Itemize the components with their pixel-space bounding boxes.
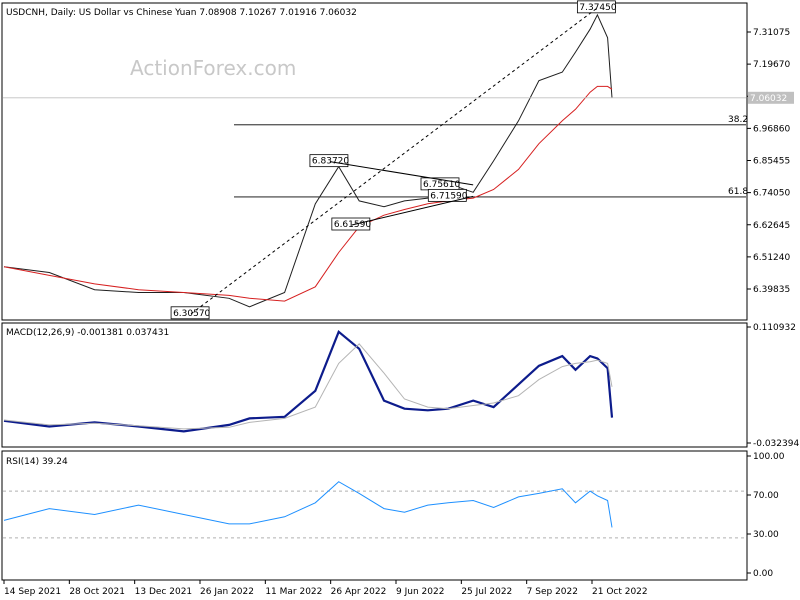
x-tick-label: 28 Oct 2021 (69, 587, 125, 597)
trendline-dashed (190, 7, 598, 315)
triangle-lower-line (351, 195, 474, 226)
y-tick-label: 7.31075 (753, 28, 790, 38)
y-tick-label: 6.74050 (753, 189, 790, 199)
x-tick-label: 25 Jul 2022 (461, 587, 512, 597)
price-annotation-box (170, 306, 210, 320)
rsi-panel-frame (1, 450, 748, 581)
current-price-box (748, 91, 794, 104)
rsi-title: RSI(14) 39.24 (6, 457, 68, 467)
x-tick-label: 26 Jan 2022 (200, 587, 254, 597)
price-annotation-label: 6.71590 (430, 191, 467, 201)
y-tick-label: 70.00 (753, 491, 779, 501)
x-tick-label: 13 Dec 2021 (135, 587, 193, 597)
x-tick-label: 14 Sep 2021 (4, 587, 61, 597)
y-tick-label: 100.00 (753, 452, 785, 462)
watermark: ActionForex.com (130, 56, 296, 80)
series-line-1-1 (3, 343, 613, 430)
y-tick-label: 7.19670 (753, 60, 790, 70)
fib-level-label: 38.2 (728, 115, 748, 125)
price-annotation-box (427, 188, 467, 202)
macd-title: MACD(12,26,9) -0.001381 0.037431 (6, 328, 169, 338)
y-tick-label: 6.62645 (753, 221, 790, 231)
y-tick-label: 6.39835 (753, 285, 790, 295)
price-annotation-label: 6.75610 (423, 180, 460, 190)
series-line-1-0 (3, 329, 614, 433)
x-tick-label: 7 Sep 2022 (527, 587, 578, 597)
x-tick-label: 9 Jun 2022 (396, 587, 444, 597)
x-tick-label: 11 Mar 2022 (265, 587, 322, 597)
series-line-2-0 (3, 481, 613, 528)
triangle-upper-line (329, 161, 474, 186)
price-annotation-box (331, 217, 371, 231)
price-title: USDCNH, Daily: US Dollar vs Chinese Yuan… (6, 8, 357, 18)
y-tick-label: 6.85455 (753, 157, 790, 167)
series-line-0-1 (3, 85, 613, 302)
y-tick-label: -0.032394 (753, 439, 799, 449)
y-tick-label: 30.00 (753, 530, 779, 540)
current-price-label: 7.06032 (750, 94, 787, 104)
series-line-0-0 (3, 13, 613, 308)
y-tick-label: 6.96860 (753, 124, 790, 134)
macd-panel-frame (1, 322, 748, 448)
y-tick-label: 0.00 (753, 569, 773, 579)
price-annotation-box (576, 0, 616, 14)
x-tick-label: 21 Oct 2022 (592, 587, 648, 597)
y-tick-label: 6.51240 (753, 253, 790, 263)
price-annotation-box (309, 154, 349, 168)
y-tick-label: 0.110932 (753, 323, 796, 333)
price-annotation-label: 7.37450 (579, 3, 616, 13)
price-panel-frame (1, 2, 748, 321)
plot-layer: 7.310757.196707.082656.968606.854556.740… (3, 0, 799, 597)
x-tick-label: 26 Apr 2022 (331, 587, 387, 597)
fib-level-label: 61.8 (728, 187, 748, 197)
